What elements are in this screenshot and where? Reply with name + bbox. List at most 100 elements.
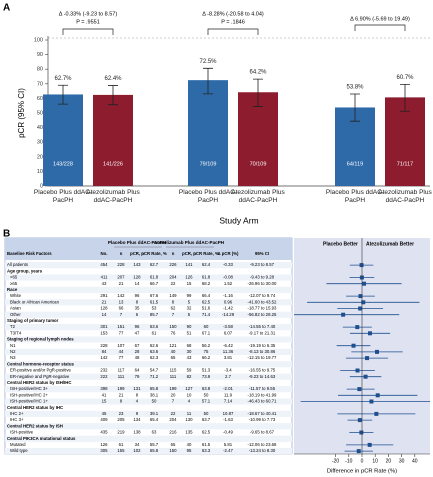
table-cell: -1.16: [223, 293, 233, 298]
comparison-bracket: [62, 28, 114, 35]
point-estimate: [367, 442, 372, 447]
delta-annotation: Δ 6.90% (-5.69 to 19.49): [350, 16, 410, 22]
panel-label: B: [3, 229, 10, 240]
table-cell: 66.7: [150, 281, 159, 286]
table-cell: 151: [117, 324, 125, 329]
table-cell: 61.8: [202, 275, 211, 280]
column-header: pCR Rate, %: [141, 251, 167, 256]
p-value: P = .1846: [221, 19, 245, 25]
row-label: N1: [10, 343, 16, 348]
table-cell: 115: [170, 368, 177, 373]
table-cell: -14.55 to 7.40: [249, 324, 276, 329]
table-cell: -18.77 to 15.93: [248, 306, 278, 311]
table-cell: 61.5: [150, 299, 159, 304]
table-cell: 51.3: [202, 368, 211, 373]
table-cell: 53: [152, 306, 157, 311]
table-cell: 11: [187, 411, 192, 416]
table-cell: 226: [169, 262, 177, 267]
y-tick-label: 10: [37, 169, 43, 175]
table-cell: 121: [169, 343, 177, 348]
column-header: n: [120, 251, 123, 256]
row-label: IHC 3+: [10, 417, 24, 422]
table-cell: -3.58: [223, 324, 233, 329]
table-cell: 51.6: [202, 306, 211, 311]
table-cell: -3.4: [224, 368, 232, 373]
x-tick-label: 30: [399, 458, 405, 464]
table-cell: 126: [100, 442, 108, 447]
row-label: Race: [7, 287, 18, 292]
row-label: N2: [10, 349, 16, 354]
value-label: 64.2%: [249, 70, 267, 76]
table-cell: -9.17 to 21.31: [249, 330, 276, 335]
table-cell: 75: [204, 349, 209, 354]
table-cell: -26.96 to 30.00: [248, 281, 278, 286]
table-cell: -2.01: [223, 386, 233, 391]
table-cell: 66.2: [202, 355, 211, 360]
row-band: [5, 373, 292, 380]
row-band: [5, 311, 292, 318]
row-band: [5, 348, 292, 355]
column-header: 95% CI: [255, 251, 269, 256]
row-label: T3/T4: [10, 330, 22, 335]
table-cell: 14: [135, 281, 140, 286]
table-cell: 45: [102, 411, 107, 416]
table-cell: -9.23 to 8.57: [250, 262, 275, 267]
table-cell: 85.7: [150, 312, 159, 317]
table-cell: 0.96: [224, 299, 233, 304]
table-cell: -8.13 to 30.86: [249, 349, 276, 354]
table-cell: 228: [117, 262, 125, 267]
table-cell: 153: [100, 330, 108, 335]
point-estimate: [355, 368, 360, 373]
table-cell: 21: [119, 281, 124, 286]
table-cell: 3.81: [224, 355, 233, 360]
table-cell: 55.7: [150, 442, 159, 447]
row-band: [5, 286, 292, 293]
error-bar: [253, 78, 263, 107]
table-cell: 61: [119, 442, 124, 447]
x-tick-label: Placebo Plus ddAC-PacPH: [325, 189, 385, 204]
table-cell: 40: [187, 442, 192, 447]
column-header: pCR, n: [182, 251, 196, 256]
table-cell: 155: [117, 448, 125, 453]
table-cell: 90: [187, 324, 192, 329]
table-cell: -6.42: [223, 343, 233, 348]
table-cell: 60: [204, 324, 209, 329]
table-cell: 150: [169, 448, 177, 453]
table-cell: 107: [117, 343, 125, 348]
table-cell: 199: [169, 386, 177, 391]
x-tick-label: 40: [412, 458, 418, 464]
table-cell: 204: [169, 275, 177, 280]
table-cell: 8: [172, 299, 175, 304]
value-label: 62.7%: [54, 76, 72, 82]
table-cell: 128: [133, 275, 141, 280]
table-cell: 141: [185, 262, 193, 267]
table-cell: -2.47: [223, 448, 233, 453]
point-estimate: [355, 325, 360, 330]
column-header: No.: [101, 251, 108, 256]
table-cell: 7: [172, 399, 175, 404]
table-cell: 232: [100, 368, 108, 373]
count-label: 71/117: [397, 161, 413, 167]
table-cell: -12.06 to 23.68: [248, 442, 278, 447]
row-label: Mutated: [10, 442, 26, 447]
table-cell: -46.43 to 60.71: [248, 399, 278, 404]
table-cell: 142: [117, 293, 125, 298]
table-cell: 65: [171, 355, 176, 360]
point-estimate: [365, 356, 370, 361]
row-label: All patients: [7, 262, 28, 267]
error-bar: [350, 93, 360, 122]
point-estimate: [375, 393, 380, 398]
panel-label: A: [3, 3, 10, 14]
row-band: [5, 299, 292, 306]
point-estimate: [369, 399, 374, 404]
table-cell: 291: [100, 293, 108, 298]
row-label: ISH-positive/IHC 3+: [10, 386, 48, 391]
table-cell: 111: [118, 374, 125, 379]
table-cell: 6.07: [224, 330, 233, 335]
table-cell: 63: [152, 430, 157, 435]
table-cell: 43: [187, 355, 192, 360]
table-cell: 301: [100, 324, 108, 329]
table-cell: -12.15 to 19.77: [248, 355, 278, 360]
table-cell: 8: [136, 299, 139, 304]
table-cell: 77: [119, 330, 124, 335]
